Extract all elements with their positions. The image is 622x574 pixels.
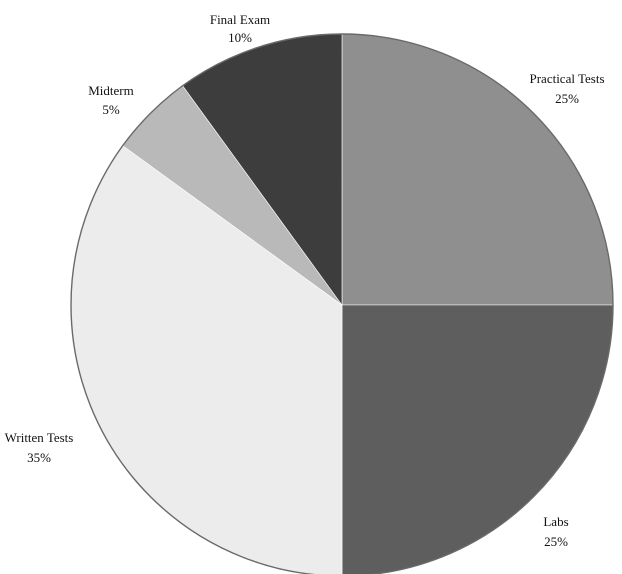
pie-slices bbox=[70, 33, 614, 574]
slice-value-written-tests: 35% bbox=[27, 450, 51, 465]
slice-value-midterm: 5% bbox=[102, 102, 120, 117]
slice-value-practical-tests: 25% bbox=[555, 91, 579, 106]
slice-value-final-exam: 10% bbox=[228, 30, 252, 45]
pie-outline bbox=[70, 33, 614, 574]
pie-slice-labs bbox=[341, 304, 614, 574]
pie-labels: Practical Tests 25% Labs 25% Written Tests 35… bbox=[5, 12, 605, 549]
slice-label-labs: Labs bbox=[543, 514, 568, 529]
slice-label-final-exam: Final Exam bbox=[210, 12, 270, 27]
slice-label-midterm: Midterm bbox=[88, 83, 134, 98]
slice-value-labs: 25% bbox=[544, 534, 568, 549]
slice-label-written-tests: Written Tests bbox=[5, 430, 74, 445]
slice-label-practical-tests: Practical Tests bbox=[529, 71, 604, 86]
